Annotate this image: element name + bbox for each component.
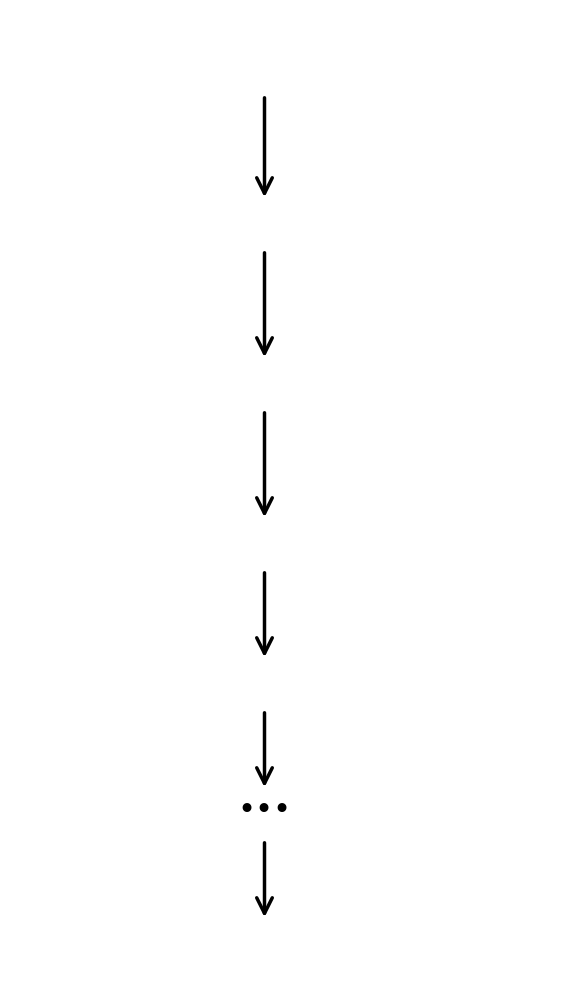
Text: •••: •••	[237, 811, 292, 819]
